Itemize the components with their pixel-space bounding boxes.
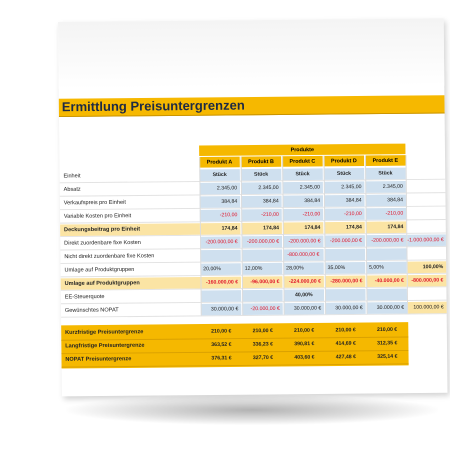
cell-umlage_pct: 35,00% [324, 262, 366, 274]
cell-varkosten: -210,00 [365, 207, 407, 220]
result-cell-lang: 390,81 € [294, 341, 315, 348]
empty-cell [324, 248, 366, 261]
cell-varkosten: -210,00 [282, 208, 324, 221]
cell-absatz: 2.345,00 [282, 181, 323, 194]
cell-vkp: 384,84 [199, 195, 241, 208]
cell-umlage: -40.000,00 € [366, 275, 407, 287]
empty-cell [366, 288, 408, 301]
cell-absatz: 2.345,00 [323, 181, 365, 194]
cell-absatz: 2.345,00 [240, 182, 282, 195]
cell-total-umlage: -800.000,00 € [407, 274, 447, 287]
cell-steuer: 40,00% [283, 289, 325, 302]
result-cell-kurz: 210,00 € [335, 327, 356, 334]
cell-umlage: -280.000,00 € [324, 275, 366, 288]
result-cell-lang: 414,69 € [335, 340, 356, 347]
cell-varkosten: -210,00 [241, 209, 282, 221]
cell-db: 174,84 [324, 221, 365, 234]
cell-einheit: Stück [282, 168, 323, 181]
cell-fixdirekt: -200.000,00 € [365, 234, 407, 247]
product-header: Produkt D [323, 155, 365, 167]
cell-fixdirekt: -200.000,00 € [324, 235, 365, 248]
cell-umlage: -96.000,00 € [241, 276, 283, 289]
cell-nopat: 30.000,00 € [325, 302, 366, 315]
cell-umlage_pct: 28,00% [283, 262, 324, 275]
cell-db: 174,84 [241, 222, 282, 235]
result-cell-lang: 312,35 € [377, 340, 398, 347]
result-cell-nopatpu: 327,70 € [252, 355, 274, 362]
cell-fixdirekt: -200.000,00 € [282, 235, 324, 248]
data-table: Produkte Produkt A Produkt B Produkt C Produ… [58, 18, 448, 396]
cell-absatz: 2.345,00 [199, 182, 241, 195]
cell-umlage_pct: 20,00% [200, 263, 241, 276]
group-header: Produkte [199, 143, 406, 157]
empty-cell [200, 249, 241, 262]
cell-varkosten: -210,00 [199, 209, 241, 222]
cell-nopat: 30.000,00 € [200, 303, 242, 316]
cell-vkp: 384,84 [365, 194, 407, 207]
cell-einheit: Stück [199, 169, 240, 182]
cell-db: 174,84 [365, 221, 407, 234]
cell-vkp: 384,84 [241, 195, 282, 208]
spreadsheet-page: Ermittlung Preisuntergrenzen Produkte Pro… [58, 18, 450, 454]
result-label-lang: Langfristige Preisuntergrenze [65, 342, 145, 350]
cell-umlage: -224.000,00 € [283, 275, 324, 288]
result-cell-nopatpu: 427,48 € [335, 354, 357, 361]
cell-total-nopat: 100.000,00 € [407, 301, 447, 314]
cell-fixnicht: -800.000,00 € [283, 248, 324, 261]
product-header: Produkt E [365, 155, 406, 167]
cell-umlage_pct: 5,00% [366, 261, 407, 274]
cell-total-umlage_pct: 100,00% [407, 261, 447, 274]
result-cell-kurz: 210,00 € [376, 327, 398, 333]
cell-total-fixdirekt: -1.000.000,00 € [407, 234, 446, 247]
result-label-kurz: Kurzfristige Preisuntergrenze [65, 329, 144, 336]
empty-cell [200, 290, 242, 302]
result-cell-lang: 363,52 € [211, 342, 232, 348]
empty-cell [324, 288, 366, 301]
result-label-nopatpu: NOPAT Preisuntergrenze [65, 356, 132, 363]
cell-umlage: -160.000,00 € [200, 276, 242, 289]
cell-vkp: 384,84 [282, 195, 324, 208]
cell-nopat: 30.000,00 € [283, 302, 325, 315]
cell-fixdirekt: -200.000,00 € [200, 236, 241, 249]
cell-einheit: Stück [240, 168, 282, 181]
result-cell-nopatpu: 376,31 € [211, 355, 232, 362]
result-cell-kurz: 210,00 € [211, 328, 232, 335]
page-shadow [66, 395, 438, 425]
product-header: Produkt A [199, 156, 240, 168]
cell-nopat: 30.000,00 € [366, 301, 408, 314]
result-cell-nopatpu: 403,60 € [294, 354, 315, 361]
empty-cell [242, 289, 283, 302]
product-header: Produkt C [282, 155, 323, 167]
cell-varkosten: -210,00 [324, 208, 365, 221]
cell-umlage_pct: 12,00% [241, 262, 283, 275]
cell-nopat: -20.000,00 € [242, 303, 283, 316]
cell-fixdirekt: -200.000,00 € [241, 235, 283, 248]
result-cell-lang: 336,23 € [252, 341, 273, 348]
empty-cell [365, 248, 407, 261]
result-cell-kurz: 210,00 € [252, 328, 273, 335]
cell-db: 174,84 [282, 222, 324, 235]
cell-db: 174,84 [199, 222, 241, 235]
product-header: Produkt B [240, 156, 282, 168]
cell-einheit: Stück [365, 167, 406, 180]
result-cell-nopatpu: 325,14 € [377, 353, 398, 360]
cell-absatz: 2.345,00 [365, 181, 406, 193]
cell-vkp: 384,84 [323, 194, 365, 207]
result-cell-kurz: 210,00 € [294, 327, 315, 334]
empty-cell [241, 249, 283, 262]
cell-einheit: Stück [323, 167, 365, 180]
